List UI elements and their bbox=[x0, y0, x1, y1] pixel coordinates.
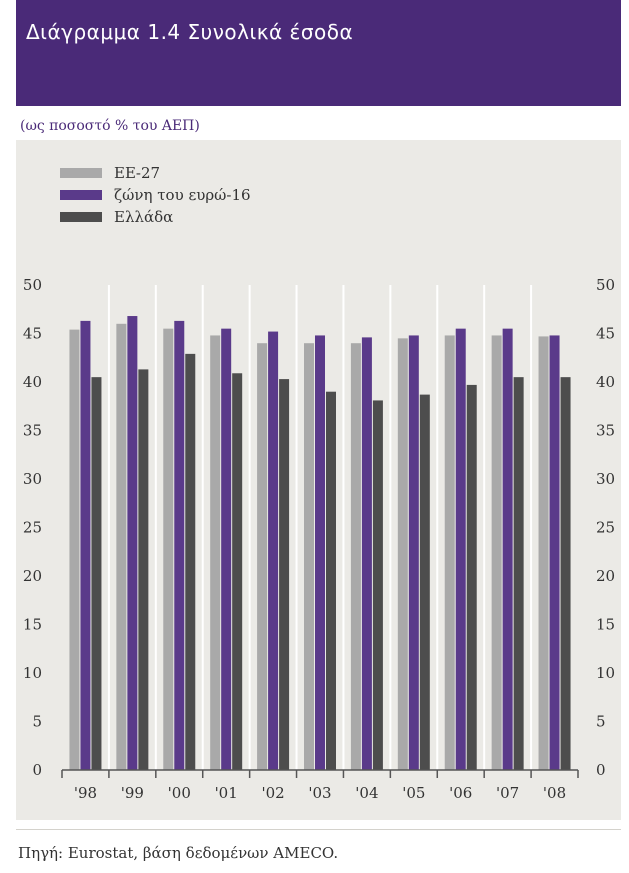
bar bbox=[491, 335, 502, 770]
bar bbox=[419, 394, 430, 770]
legend-label-eurozone: ζώνη του ευρώ-16 bbox=[114, 186, 251, 204]
x-tick-label: '01 bbox=[215, 784, 238, 802]
y-tick-label-left: 50 bbox=[23, 276, 42, 294]
bar bbox=[549, 335, 560, 770]
x-tick-label: '04 bbox=[355, 784, 378, 802]
x-tick-label: '08 bbox=[543, 784, 566, 802]
y-tick-label-left: 15 bbox=[23, 616, 42, 634]
y-tick-label-right: 20 bbox=[596, 567, 615, 585]
y-tick-label-right: 45 bbox=[596, 325, 615, 343]
chart-subtitle: (ως ποσοστό % του ΑΕΠ) bbox=[20, 118, 200, 134]
divider bbox=[16, 829, 621, 830]
x-tick-label: '03 bbox=[308, 784, 331, 802]
bar bbox=[268, 331, 279, 770]
bar bbox=[560, 377, 571, 770]
legend-label-eu27: ΕΕ-27 bbox=[114, 164, 161, 182]
bar bbox=[69, 329, 80, 770]
y-tick-label-right: 50 bbox=[596, 276, 615, 294]
chart-title: Διάγραμμα 1.4 Συνολικά έσοδα bbox=[26, 20, 354, 44]
bar bbox=[185, 353, 196, 770]
y-tick-label-right: 15 bbox=[596, 616, 615, 634]
y-tick-label-left: 25 bbox=[23, 519, 42, 537]
y-tick-label-left: 0 bbox=[32, 761, 42, 779]
x-tick-label: '02 bbox=[261, 784, 284, 802]
bar bbox=[210, 335, 221, 770]
source-note: Πηγή: Eurostat, βάση δεδομένων AMECO. bbox=[18, 844, 339, 862]
bar bbox=[372, 400, 383, 770]
bar bbox=[221, 328, 232, 770]
bar bbox=[127, 316, 138, 770]
legend-swatch-eurozone bbox=[60, 190, 102, 200]
legend-item-eu27: ΕΕ-27 bbox=[60, 162, 251, 184]
x-tick-label: '99 bbox=[121, 784, 144, 802]
bar bbox=[80, 320, 91, 770]
bar bbox=[408, 335, 419, 770]
bar bbox=[304, 343, 314, 770]
x-tick-label: '07 bbox=[496, 784, 519, 802]
y-tick-label-left: 40 bbox=[23, 373, 42, 391]
bar bbox=[397, 338, 408, 770]
bar bbox=[513, 377, 524, 770]
bar bbox=[163, 328, 174, 770]
bar bbox=[326, 391, 336, 770]
y-tick-label-right: 10 bbox=[596, 664, 615, 682]
legend-item-eurozone: ζώνη του ευρώ-16 bbox=[60, 184, 251, 206]
bar bbox=[174, 320, 185, 770]
y-tick-label-right: 5 bbox=[596, 713, 606, 731]
x-tick-label: '00 bbox=[168, 784, 191, 802]
bar bbox=[279, 379, 290, 770]
chart-legend: ΕΕ-27 ζώνη του ευρώ-16 Ελλάδα bbox=[60, 162, 251, 228]
bar bbox=[455, 328, 466, 770]
x-tick-label: '98 bbox=[74, 784, 97, 802]
y-tick-label-left: 10 bbox=[23, 664, 42, 682]
legend-swatch-eu27 bbox=[60, 168, 102, 178]
bar bbox=[538, 336, 549, 770]
bar bbox=[91, 377, 102, 770]
y-tick-label-right: 0 bbox=[596, 761, 606, 779]
y-tick-label-left: 45 bbox=[23, 325, 42, 343]
x-tick-label: '05 bbox=[402, 784, 425, 802]
bar bbox=[232, 373, 243, 770]
bar bbox=[138, 369, 149, 770]
bar bbox=[315, 335, 325, 770]
x-tick-label: '06 bbox=[449, 784, 472, 802]
y-tick-label-left: 5 bbox=[32, 713, 42, 731]
bar-chart: 0 0 5 5 10 10 15 15 20 20 25 25 30 30 35 35 40 40 45 45 50 50… bbox=[23, 276, 615, 802]
bar bbox=[502, 328, 513, 770]
y-tick-label-right: 25 bbox=[596, 519, 615, 537]
bar bbox=[361, 337, 372, 770]
y-tick-label-left: 20 bbox=[23, 567, 42, 585]
bar bbox=[116, 323, 127, 770]
bar bbox=[444, 335, 455, 770]
bar bbox=[466, 384, 477, 770]
legend-item-greece: Ελλάδα bbox=[60, 206, 251, 228]
y-tick-label-right: 40 bbox=[596, 373, 615, 391]
y-tick-label-right: 30 bbox=[596, 470, 615, 488]
chart-header: Διάγραμμα 1.4 Συνολικά έσοδα bbox=[16, 0, 621, 106]
bar bbox=[257, 343, 268, 770]
legend-swatch-greece bbox=[60, 212, 102, 222]
y-tick-label-left: 35 bbox=[23, 422, 42, 440]
y-tick-label-right: 35 bbox=[596, 422, 615, 440]
bar bbox=[350, 343, 361, 770]
y-tick-label-left: 30 bbox=[23, 470, 42, 488]
legend-label-greece: Ελλάδα bbox=[114, 208, 174, 226]
